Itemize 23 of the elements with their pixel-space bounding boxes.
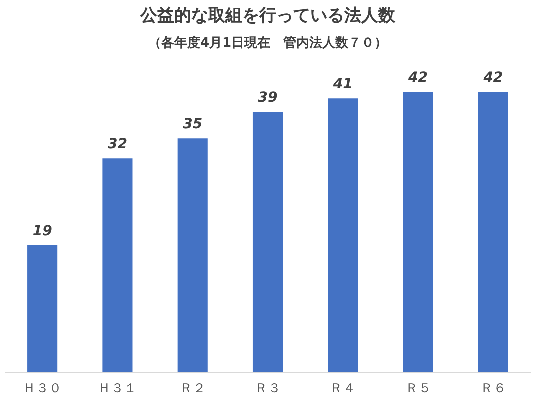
x-tick-label: Ｈ３０ (23, 382, 62, 396)
bar (28, 245, 58, 372)
bar (478, 92, 508, 372)
bar (403, 92, 434, 372)
x-tick-label: Ｒ５ (405, 382, 432, 396)
data-label: 32 (108, 136, 128, 153)
data-label: 39 (258, 90, 278, 106)
x-tick-label: Ｒ２ (180, 382, 206, 396)
bar (252, 112, 284, 372)
chart-subtitle: （各年度4月1日現在 管内法人数７０） (148, 35, 388, 51)
data-label: 35 (183, 116, 203, 133)
data-label: 41 (332, 76, 353, 93)
data-label: 42 (482, 70, 504, 86)
bar (328, 98, 358, 372)
x-tick-label: Ｈ３１ (98, 382, 138, 396)
chart-title: 公益的な取組を行っている法人数 (140, 6, 396, 26)
x-tick-label: Ｒ４ (330, 382, 356, 396)
x-tick-label: Ｒ６ (480, 382, 506, 396)
bar (102, 158, 133, 372)
data-label: 42 (408, 70, 428, 86)
bar (178, 138, 208, 372)
x-tick-label: Ｒ３ (255, 382, 281, 396)
data-label: 19 (32, 223, 53, 240)
